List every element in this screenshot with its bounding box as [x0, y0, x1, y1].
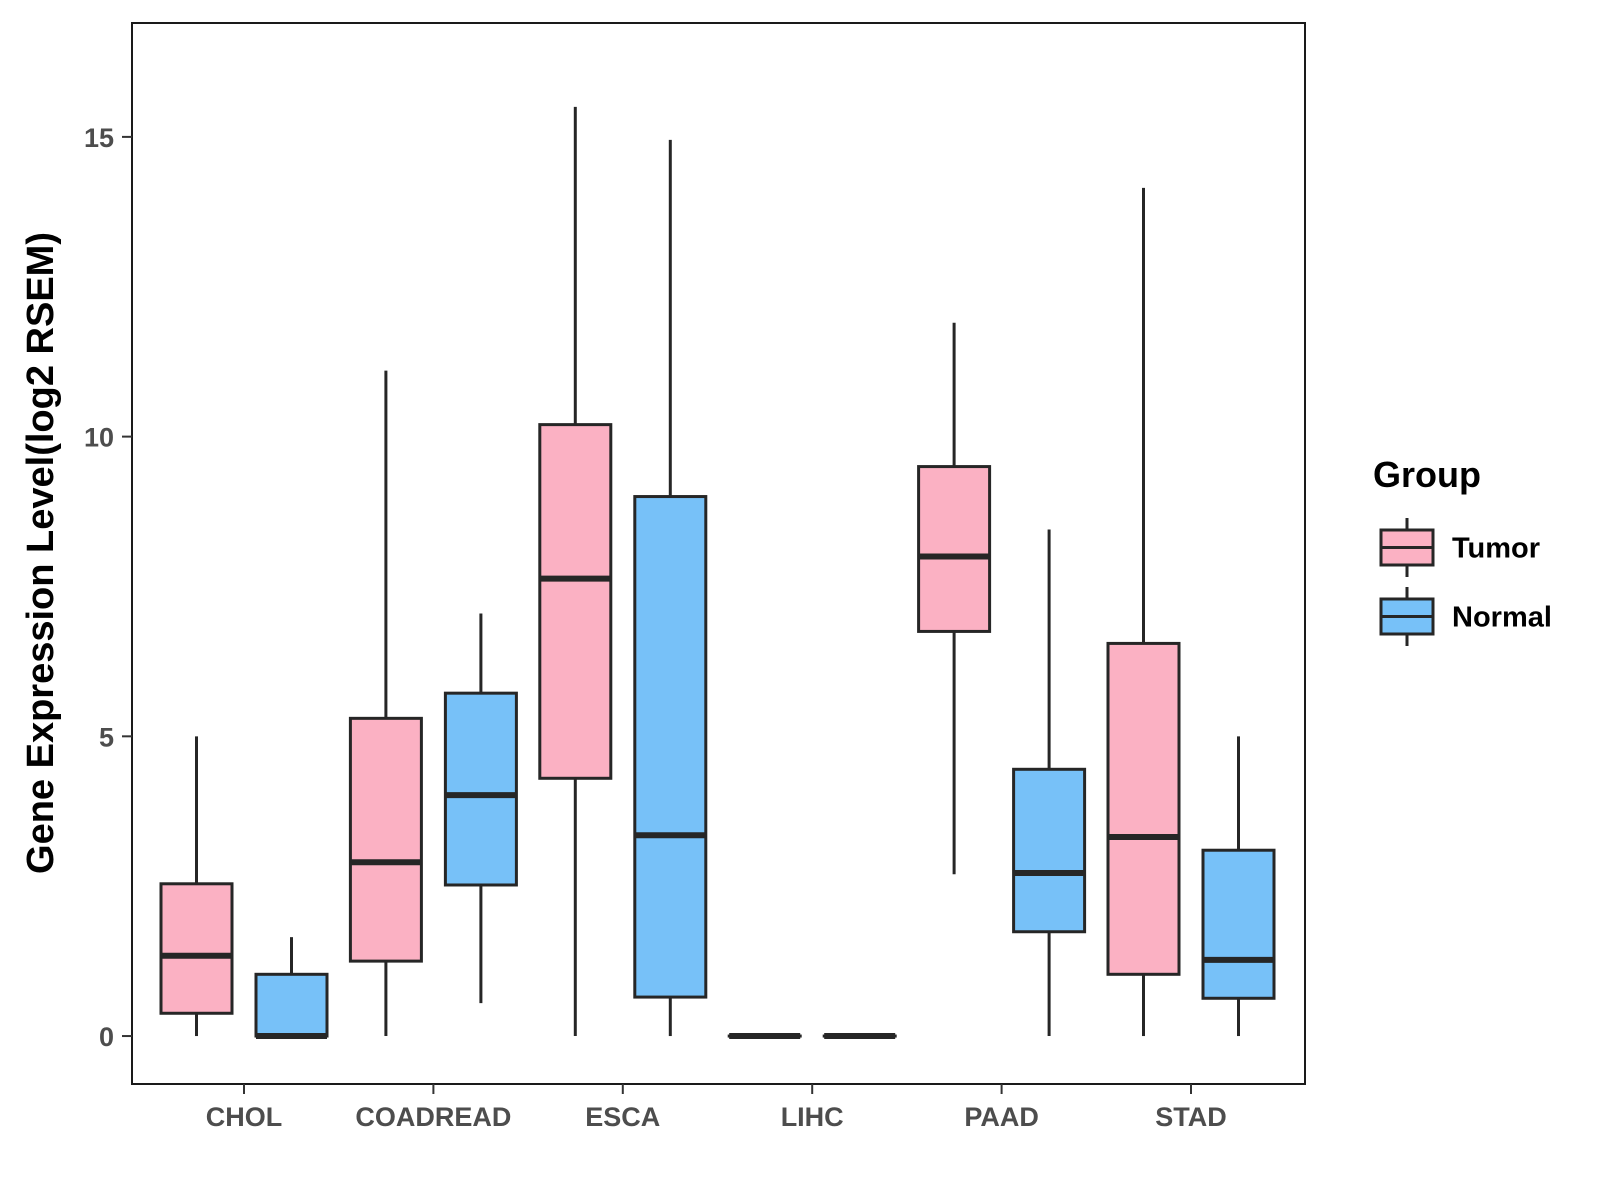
y-tick-label: 0 — [99, 1022, 114, 1052]
box-tumor-stad — [1106, 187, 1181, 1037]
box-tumor-esca — [538, 106, 613, 1037]
box-tumor-coadread — [348, 370, 423, 1037]
box-body — [348, 716, 423, 963]
y-tick-label: 10 — [84, 423, 114, 453]
box-body — [1012, 767, 1087, 934]
y-axis-title: Gene Expression Level(log2 RSEM) — [20, 232, 62, 874]
box-body — [159, 882, 234, 1015]
legend: Group Tumor Normal — [1373, 454, 1552, 646]
box-body — [538, 423, 613, 780]
box-normal-coadread — [443, 613, 518, 1004]
boxes-layer — [159, 106, 1276, 1040]
box-body — [1106, 641, 1181, 976]
box-tumor-chol — [159, 736, 234, 1037]
box-normal-stad — [1201, 736, 1276, 1037]
box-normal-chol — [254, 937, 329, 1040]
x-tick-label: COADREAD — [355, 1102, 511, 1132]
x-axis: CHOL COADREAD ESCA LIHC PAAD STAD — [206, 1084, 1227, 1132]
legend-label-tumor: Tumor — [1452, 533, 1540, 565]
box-body — [443, 691, 518, 887]
box-normal-esca — [633, 139, 708, 1037]
legend-key-normal — [1379, 587, 1435, 646]
box-body — [917, 465, 992, 633]
x-tick-label: LIHC — [781, 1102, 844, 1132]
legend-title: Group — [1373, 454, 1481, 495]
box-tumor-paad — [917, 322, 992, 875]
x-tick-label: PAAD — [964, 1102, 1039, 1132]
y-tick-label: 5 — [99, 722, 114, 752]
x-tick-label: ESCA — [585, 1102, 660, 1132]
y-axis: 0 5 10 15 — [84, 123, 132, 1052]
x-tick-label: CHOL — [206, 1102, 283, 1132]
box-body — [1201, 848, 1276, 1000]
box-body — [254, 972, 329, 1038]
legend-key-tumor — [1379, 518, 1435, 577]
box-body — [633, 495, 708, 999]
x-tick-label: STAD — [1155, 1102, 1227, 1132]
legend-label-normal: Normal — [1452, 602, 1552, 634]
y-tick-label: 15 — [84, 123, 114, 153]
box-normal-paad — [1012, 529, 1087, 1037]
